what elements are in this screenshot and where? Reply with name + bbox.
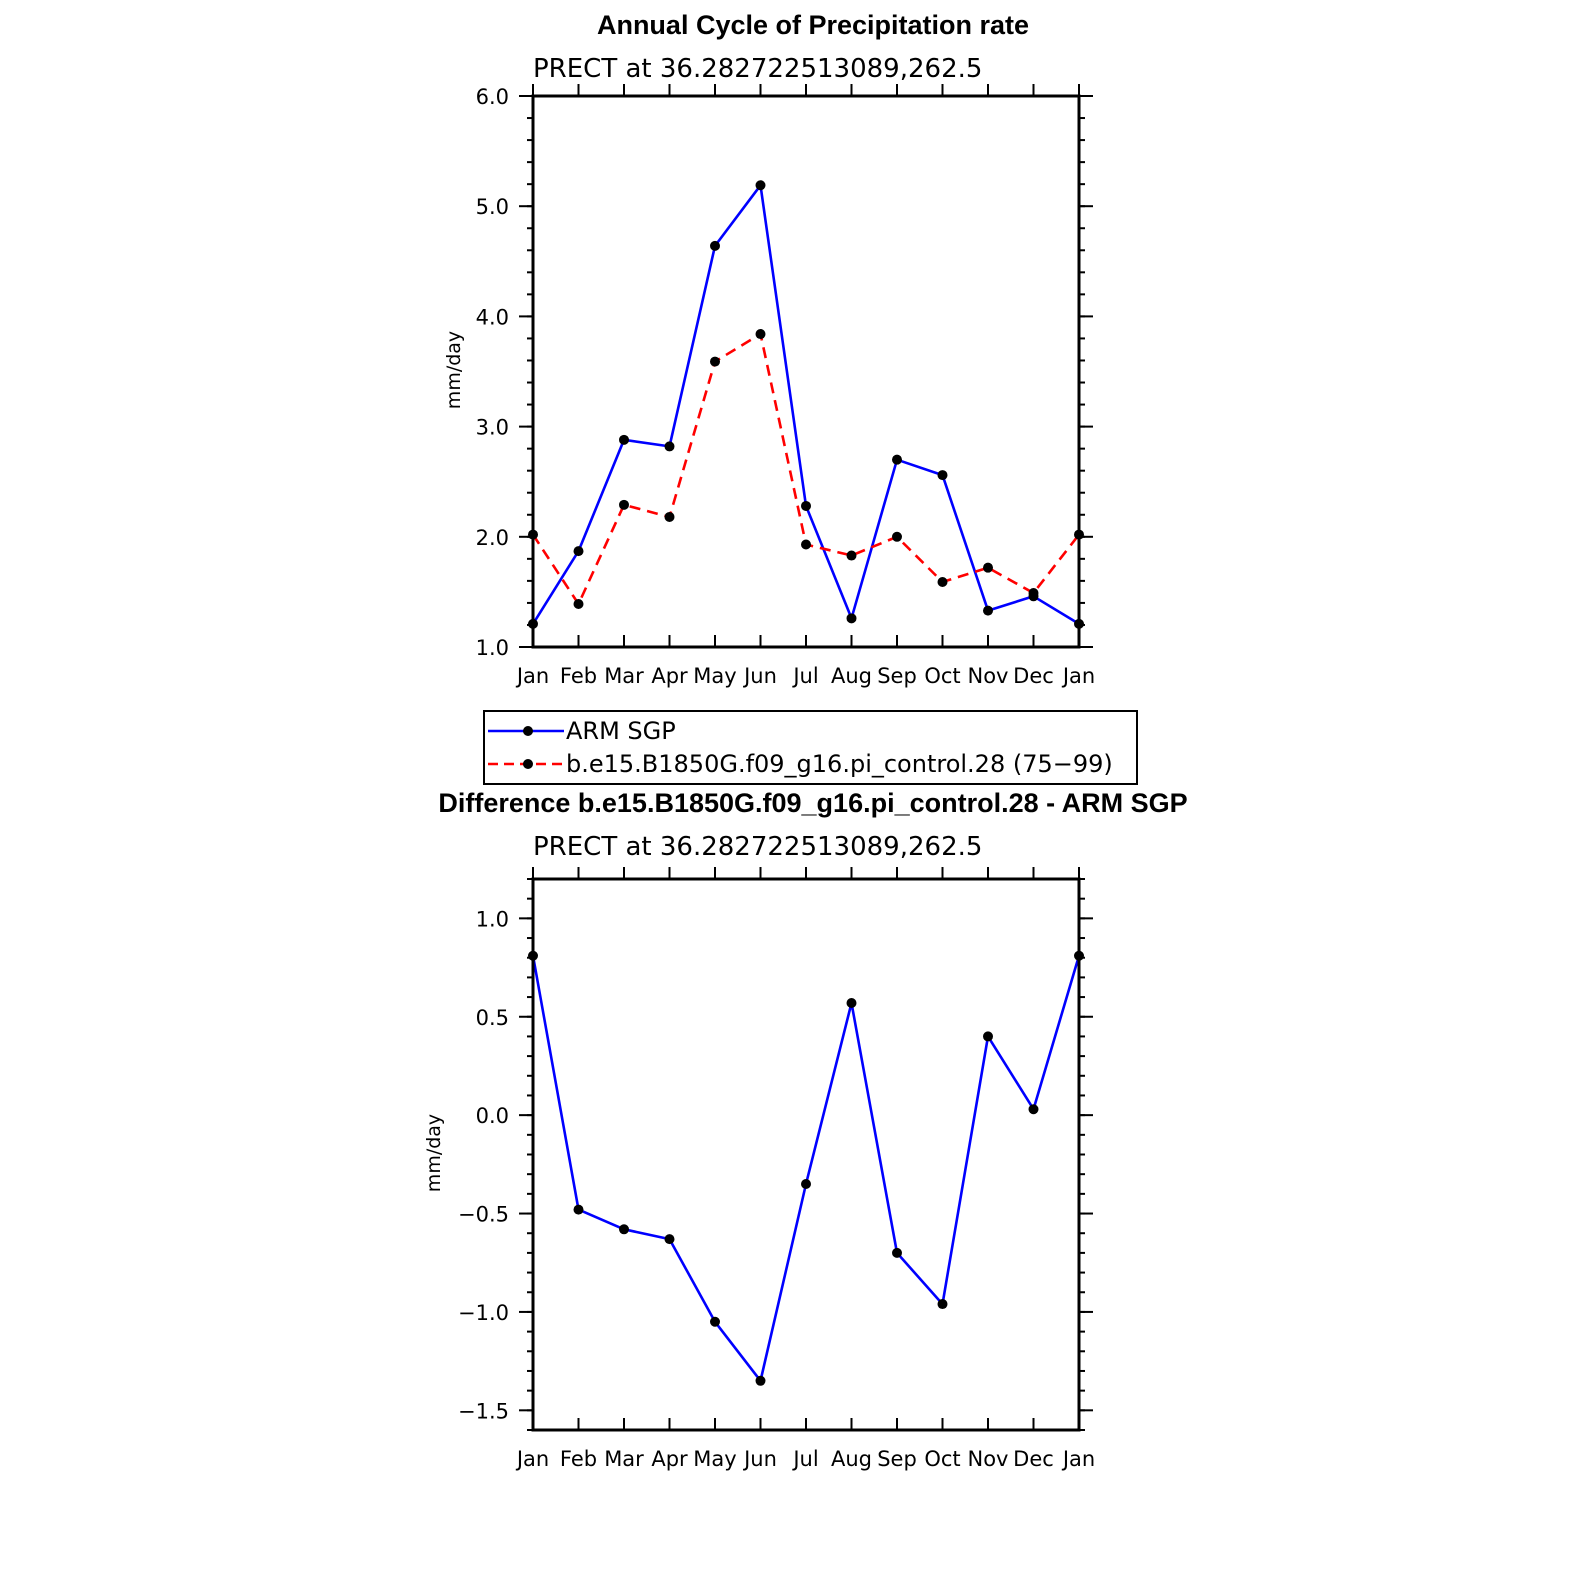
data-point — [801, 1179, 811, 1190]
x-tick-label: Oct — [924, 664, 960, 688]
y-tick-label: 1.0 — [476, 907, 509, 931]
legend-marker-arm — [523, 726, 533, 736]
x-tick-label: Sep — [877, 664, 917, 688]
data-point — [983, 562, 993, 573]
data-point — [573, 1204, 584, 1215]
data-point — [892, 454, 902, 465]
data-point — [801, 539, 811, 550]
data-point — [983, 1031, 993, 1042]
data-point — [801, 500, 811, 511]
data-point — [1028, 1104, 1039, 1115]
x-tick-label: Dec — [1013, 664, 1054, 688]
y-tick-label: 3.0 — [476, 416, 509, 440]
data-point — [573, 599, 584, 610]
x-tick-label: Aug — [831, 1447, 872, 1471]
data-point — [619, 499, 629, 510]
series-line-0 — [531, 955, 1081, 1383]
x-tick-label: Mar — [604, 1447, 644, 1471]
data-point — [937, 1299, 948, 1310]
data-point — [937, 576, 948, 587]
y-tick-label: −0.5 — [458, 1203, 509, 1227]
legend: ARM SGP b.e15.B1850G.f09_g16.pi_control.… — [483, 710, 1138, 785]
y-tick-label: −1.0 — [458, 1301, 509, 1325]
chart-subtitle: PRECT at 36.282722513089,262.5 — [533, 54, 982, 84]
plot-marks — [528, 950, 1084, 1386]
x-tick-label: Aug — [831, 664, 872, 688]
chart-subtitle: PRECT at 36.282722513089,262.5 — [533, 832, 982, 862]
legend-label-model: b.e15.B1850G.f09_g16.pi_control.28 (75−9… — [566, 750, 1113, 778]
series-line-1 — [531, 332, 1081, 606]
x-tick-label: Jan — [1061, 664, 1095, 688]
x-tick-label: Jun — [742, 1447, 777, 1471]
x-tick-label: Mar — [604, 664, 644, 688]
x-tick-label: Sep — [877, 1447, 917, 1471]
x-tick-label: Jan — [1061, 1447, 1095, 1471]
x-tick-label: Nov — [968, 664, 1009, 688]
data-point — [710, 1316, 720, 1327]
data-point — [664, 511, 675, 522]
data-point — [664, 441, 675, 452]
y-tick-label: 4.0 — [476, 305, 509, 329]
legend-box — [483, 710, 1138, 785]
legend-marker-model — [523, 759, 533, 769]
data-point — [846, 613, 857, 624]
x-tick-label: Jul — [791, 1447, 818, 1471]
x-tick-label: Jan — [515, 664, 549, 688]
legend-label-arm: ARM SGP — [566, 717, 676, 745]
plot-marks — [528, 180, 1084, 629]
data-point — [664, 1234, 675, 1245]
chart-title: Annual Cycle of Precipitation rate — [597, 10, 1029, 40]
data-point — [619, 434, 629, 445]
y-tick-label: 5.0 — [476, 195, 509, 219]
y-tick-label: 0.5 — [476, 1006, 509, 1030]
axis-ticks: Jan Feb Mar Apr May Jun Jul Aug Sep Oct Nov Dec Jan1… — [476, 84, 1095, 688]
data-point — [892, 1247, 902, 1258]
axis-ticks: Jan Feb Mar Apr May Jun Jul Aug Sep Oct Nov Dec Jan−… — [458, 867, 1095, 1471]
x-tick-label: Nov — [968, 1447, 1009, 1471]
x-tick-label: Jul — [791, 664, 818, 688]
data-point — [983, 605, 993, 616]
data-point — [755, 1375, 766, 1386]
data-point — [1028, 588, 1039, 599]
y-tick-label: 6.0 — [476, 85, 509, 109]
x-tick-label: Jan — [515, 1447, 549, 1471]
y-tick-label: 0.0 — [476, 1104, 509, 1128]
y-axis-label: mm/day — [423, 1114, 445, 1192]
plot-frame — [531, 94, 1081, 649]
x-tick-label: Dec — [1013, 1447, 1054, 1471]
data-point — [846, 550, 857, 561]
x-tick-label: Jun — [742, 664, 777, 688]
data-point — [619, 1224, 629, 1235]
data-point — [937, 470, 948, 481]
annual-cycle-chart: Annual Cycle of Precipitation rate PRECT… — [443, 10, 1095, 688]
series-line-0 — [531, 184, 1080, 626]
plot-frame — [531, 877, 1081, 1432]
x-tick-label: Apr — [651, 1447, 688, 1471]
data-point — [755, 180, 766, 191]
x-tick-label: Oct — [924, 1447, 960, 1471]
data-point — [573, 546, 584, 557]
data-point — [755, 329, 766, 340]
difference-chart: Difference b.e15.B1850G.f09_g16.pi_contr… — [423, 788, 1188, 1471]
data-point — [710, 240, 720, 251]
data-point — [846, 997, 857, 1008]
x-tick-label: May — [693, 664, 736, 688]
y-axis-label: mm/day — [443, 331, 465, 409]
y-tick-label: 2.0 — [476, 526, 509, 550]
x-tick-label: Feb — [560, 664, 597, 688]
y-tick-label: 1.0 — [476, 636, 509, 660]
y-tick-label: −1.5 — [458, 1399, 509, 1423]
data-point — [710, 356, 720, 367]
x-tick-label: Feb — [560, 1447, 597, 1471]
x-tick-label: May — [693, 1447, 736, 1471]
data-point — [892, 531, 902, 542]
chart-title: Difference b.e15.B1850G.f09_g16.pi_contr… — [438, 788, 1187, 818]
x-tick-label: Apr — [651, 664, 688, 688]
